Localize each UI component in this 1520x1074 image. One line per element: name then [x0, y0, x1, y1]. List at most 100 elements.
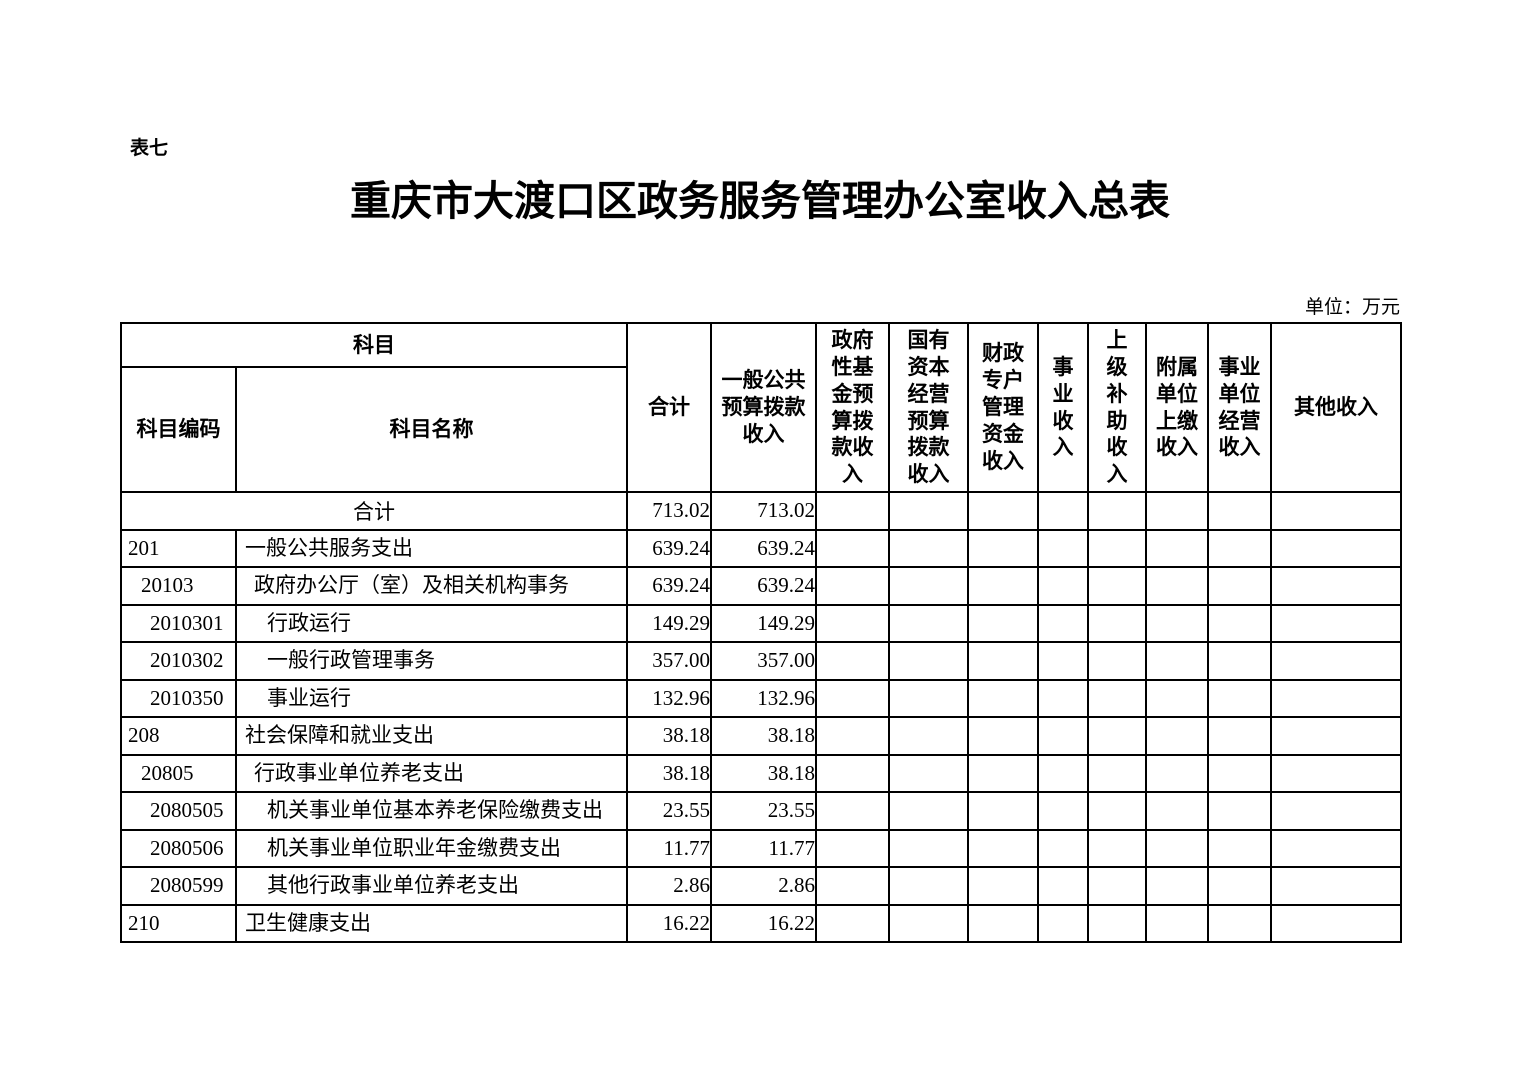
total-value-cell: 132.96 [626, 678, 712, 718]
empty-value-cell [1207, 828, 1272, 868]
subject-code-cell: 210 [120, 903, 237, 943]
subject-name-cell: 行政运行 [235, 603, 628, 643]
empty-value-cell [1270, 641, 1402, 681]
empty-value-cell [815, 678, 890, 718]
header-subject: 科目 [120, 322, 628, 368]
header-affiliated-unit-remittance-income-label: 附属单位上缴收入 [1155, 354, 1198, 460]
general-budget-value-cell: 639.24 [710, 566, 817, 606]
empty-value-cell [1270, 791, 1402, 831]
subject-name-cell: 卫生健康支出 [235, 903, 628, 943]
empty-value-cell [888, 528, 969, 568]
header-row-top: 科目 合计 一般公共预算拨款收入 政府性基金预算拨款收入 国有资本经营预算拨款收… [120, 322, 1402, 493]
header-general-public-budget-income: 一般公共预算拨款收入 [710, 322, 817, 493]
table-row: 201 一般公共服务支出 639.24 639.24 [120, 528, 1402, 568]
empty-value-cell [815, 903, 890, 943]
total-value-cell: 16.22 [626, 903, 712, 943]
empty-value-cell [1145, 716, 1209, 756]
subject-name-cell: 一般行政管理事务 [235, 641, 628, 681]
empty-value-cell [815, 528, 890, 568]
total-value-cell: 713.02 [626, 491, 712, 531]
subject-code-cell: 2080599 [120, 866, 237, 906]
header-business-operation-income: 事业单位经营收入 [1207, 322, 1272, 493]
empty-value-cell [815, 603, 890, 643]
table-row-total: 合计 713.02 713.02 [120, 491, 1402, 531]
empty-value-cell [888, 903, 969, 943]
empty-value-cell [967, 528, 1039, 568]
empty-value-cell [1270, 491, 1402, 531]
empty-value-cell [815, 828, 890, 868]
empty-value-cell [1270, 603, 1402, 643]
empty-value-cell [888, 491, 969, 531]
empty-value-cell [1037, 828, 1089, 868]
subject-code-cell: 2010350 [120, 678, 237, 718]
empty-value-cell [888, 828, 969, 868]
empty-value-cell [1270, 903, 1402, 943]
table-row: 2010350 事业运行 132.96 132.96 [120, 678, 1402, 718]
empty-value-cell [1037, 491, 1089, 531]
header-superior-subsidy-income-label: 上级补助收入 [1106, 327, 1128, 487]
header-total-label: 合计 [648, 395, 690, 420]
empty-value-cell [1037, 603, 1089, 643]
empty-value-cell [967, 641, 1039, 681]
subject-code-cell: 2010302 [120, 641, 237, 681]
empty-value-cell [1087, 528, 1147, 568]
general-budget-value-cell: 713.02 [710, 491, 817, 531]
empty-value-cell [815, 491, 890, 531]
total-value-cell: 38.18 [626, 753, 712, 793]
table-header: 科目 合计 一般公共预算拨款收入 政府性基金预算拨款收入 国有资本经营预算拨款收… [120, 322, 1402, 493]
empty-value-cell [815, 716, 890, 756]
empty-value-cell [1087, 678, 1147, 718]
total-value-cell: 2.86 [626, 866, 712, 906]
empty-value-cell [1145, 528, 1209, 568]
empty-value-cell [1037, 866, 1089, 906]
empty-value-cell [888, 753, 969, 793]
table-row: 2080506 机关事业单位职业年金缴费支出 11.77 11.77 [120, 828, 1402, 868]
empty-value-cell [1270, 753, 1402, 793]
empty-value-cell [1207, 603, 1272, 643]
empty-value-cell [1037, 641, 1089, 681]
general-budget-value-cell: 38.18 [710, 716, 817, 756]
total-value-cell: 639.24 [626, 528, 712, 568]
total-value-cell: 23.55 [626, 791, 712, 831]
empty-value-cell [1145, 903, 1209, 943]
empty-value-cell [1270, 566, 1402, 606]
header-other-income: 其他收入 [1270, 322, 1402, 493]
empty-value-cell [888, 866, 969, 906]
subject-code-cell: 2010301 [120, 603, 237, 643]
empty-value-cell [1145, 641, 1209, 681]
header-business-operation-income-label: 事业单位经营收入 [1218, 354, 1261, 460]
empty-value-cell [1087, 866, 1147, 906]
header-subject-code: 科目编码 [120, 366, 237, 493]
subject-code-cell: 2080506 [120, 828, 237, 868]
empty-value-cell [967, 716, 1039, 756]
empty-value-cell [967, 866, 1039, 906]
subject-code-cell: 20103 [120, 566, 237, 606]
total-value-cell: 38.18 [626, 716, 712, 756]
empty-value-cell [1037, 678, 1089, 718]
total-value-cell: 357.00 [626, 641, 712, 681]
empty-value-cell [1087, 716, 1147, 756]
table-row: 20805 行政事业单位养老支出 38.18 38.18 [120, 753, 1402, 793]
empty-value-cell [1087, 791, 1147, 831]
general-budget-value-cell: 357.00 [710, 641, 817, 681]
empty-value-cell [967, 491, 1039, 531]
empty-value-cell [1087, 603, 1147, 643]
header-row-sub: 科目编码 科目名称 [120, 366, 1401, 493]
empty-value-cell [1145, 603, 1209, 643]
header-other-income-label: 其他收入 [1294, 395, 1378, 420]
subject-name-cell: 其他行政事业单位养老支出 [235, 866, 628, 906]
table-body: 合计 713.02 713.02 201 一般公共服务支出 639.24 639… [120, 491, 1402, 943]
empty-value-cell [1087, 753, 1147, 793]
empty-value-cell [1270, 866, 1402, 906]
empty-value-cell [967, 753, 1039, 793]
empty-value-cell [1207, 903, 1272, 943]
empty-value-cell [815, 753, 890, 793]
header-operational-income: 事业收入 [1037, 322, 1089, 493]
empty-value-cell [967, 828, 1039, 868]
empty-value-cell [1087, 566, 1147, 606]
empty-value-cell [967, 791, 1039, 831]
header-gov-fund-budget-income: 政府性基金预算拨款收入 [815, 322, 890, 493]
empty-value-cell [1037, 566, 1089, 606]
empty-value-cell [1145, 678, 1209, 718]
empty-value-cell [1087, 641, 1147, 681]
